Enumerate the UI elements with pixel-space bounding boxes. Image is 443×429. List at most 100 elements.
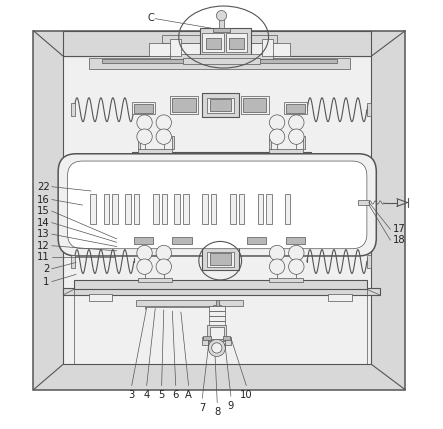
Text: 3: 3 (128, 390, 135, 400)
Text: 17: 17 (392, 224, 405, 235)
Bar (285, 194, 290, 224)
Bar (172, 136, 175, 149)
Bar (245, 235, 268, 245)
Bar (149, 43, 290, 56)
Bar (172, 98, 196, 112)
Bar (268, 136, 271, 149)
Circle shape (137, 259, 152, 275)
Bar (206, 252, 234, 267)
Bar (223, 335, 230, 340)
Bar (209, 305, 225, 311)
Text: 9: 9 (228, 401, 234, 411)
Text: 15: 15 (37, 206, 50, 216)
Bar (132, 235, 155, 245)
Bar (71, 103, 75, 116)
Bar (132, 102, 155, 114)
Text: 12: 12 (37, 241, 50, 251)
Bar (113, 194, 118, 224)
Bar (210, 327, 224, 339)
Bar (268, 149, 303, 153)
Bar (202, 33, 224, 52)
Bar (209, 311, 225, 316)
Circle shape (156, 245, 171, 261)
Circle shape (289, 129, 304, 145)
Circle shape (216, 11, 227, 21)
Bar (162, 194, 167, 224)
Bar (138, 241, 305, 247)
Bar (211, 194, 216, 224)
Circle shape (156, 259, 171, 275)
Bar (138, 136, 140, 149)
Bar (153, 194, 159, 224)
Text: C: C (148, 13, 154, 23)
Circle shape (212, 343, 222, 353)
Bar (200, 28, 252, 56)
Circle shape (208, 339, 225, 356)
Text: 8: 8 (214, 407, 220, 417)
Bar (71, 255, 75, 268)
Bar (175, 194, 180, 224)
Circle shape (156, 115, 171, 130)
FancyBboxPatch shape (68, 161, 367, 249)
Circle shape (289, 259, 304, 275)
Bar (202, 194, 208, 224)
Text: 6: 6 (173, 390, 179, 400)
Bar (247, 237, 266, 244)
Bar (303, 136, 305, 149)
Bar (134, 104, 153, 113)
Bar (210, 254, 231, 265)
Bar (138, 278, 172, 281)
Bar (170, 96, 198, 114)
Text: 7: 7 (199, 403, 206, 413)
Circle shape (156, 129, 171, 145)
Bar (89, 294, 113, 301)
Bar (358, 199, 369, 205)
Bar (172, 237, 191, 244)
Text: 16: 16 (37, 194, 50, 205)
Bar (230, 194, 236, 224)
Bar (134, 194, 140, 224)
Bar (229, 38, 244, 48)
Bar (328, 294, 352, 301)
Bar (63, 288, 380, 295)
Bar (89, 58, 350, 69)
Bar (225, 337, 231, 345)
Bar (134, 237, 153, 244)
Bar (284, 235, 307, 245)
Bar (202, 247, 239, 270)
Text: 5: 5 (159, 390, 165, 400)
Bar (90, 194, 96, 224)
Bar (367, 255, 371, 268)
Circle shape (269, 259, 285, 275)
Text: A: A (185, 390, 192, 400)
Bar (203, 335, 211, 340)
Bar (132, 235, 311, 242)
Bar (183, 58, 260, 64)
Bar (183, 194, 189, 224)
Bar (132, 152, 311, 160)
Bar (104, 194, 109, 224)
Bar (74, 280, 367, 289)
Text: 18: 18 (392, 235, 405, 245)
Text: 10: 10 (240, 390, 253, 400)
Text: 14: 14 (37, 218, 50, 228)
Bar (268, 278, 303, 281)
Bar (213, 305, 221, 334)
Circle shape (137, 245, 152, 261)
Bar (162, 35, 277, 43)
Bar (170, 54, 273, 59)
Bar (226, 33, 247, 52)
Bar (216, 300, 218, 306)
Bar (138, 159, 305, 164)
Bar (125, 194, 131, 224)
Bar (218, 16, 224, 28)
Circle shape (269, 129, 285, 145)
Bar (209, 316, 225, 321)
Bar (63, 30, 371, 56)
Bar (207, 325, 226, 341)
Bar (241, 96, 268, 114)
Bar (243, 59, 337, 63)
Text: 1: 1 (43, 277, 50, 287)
Bar (262, 39, 273, 56)
Circle shape (269, 245, 285, 261)
